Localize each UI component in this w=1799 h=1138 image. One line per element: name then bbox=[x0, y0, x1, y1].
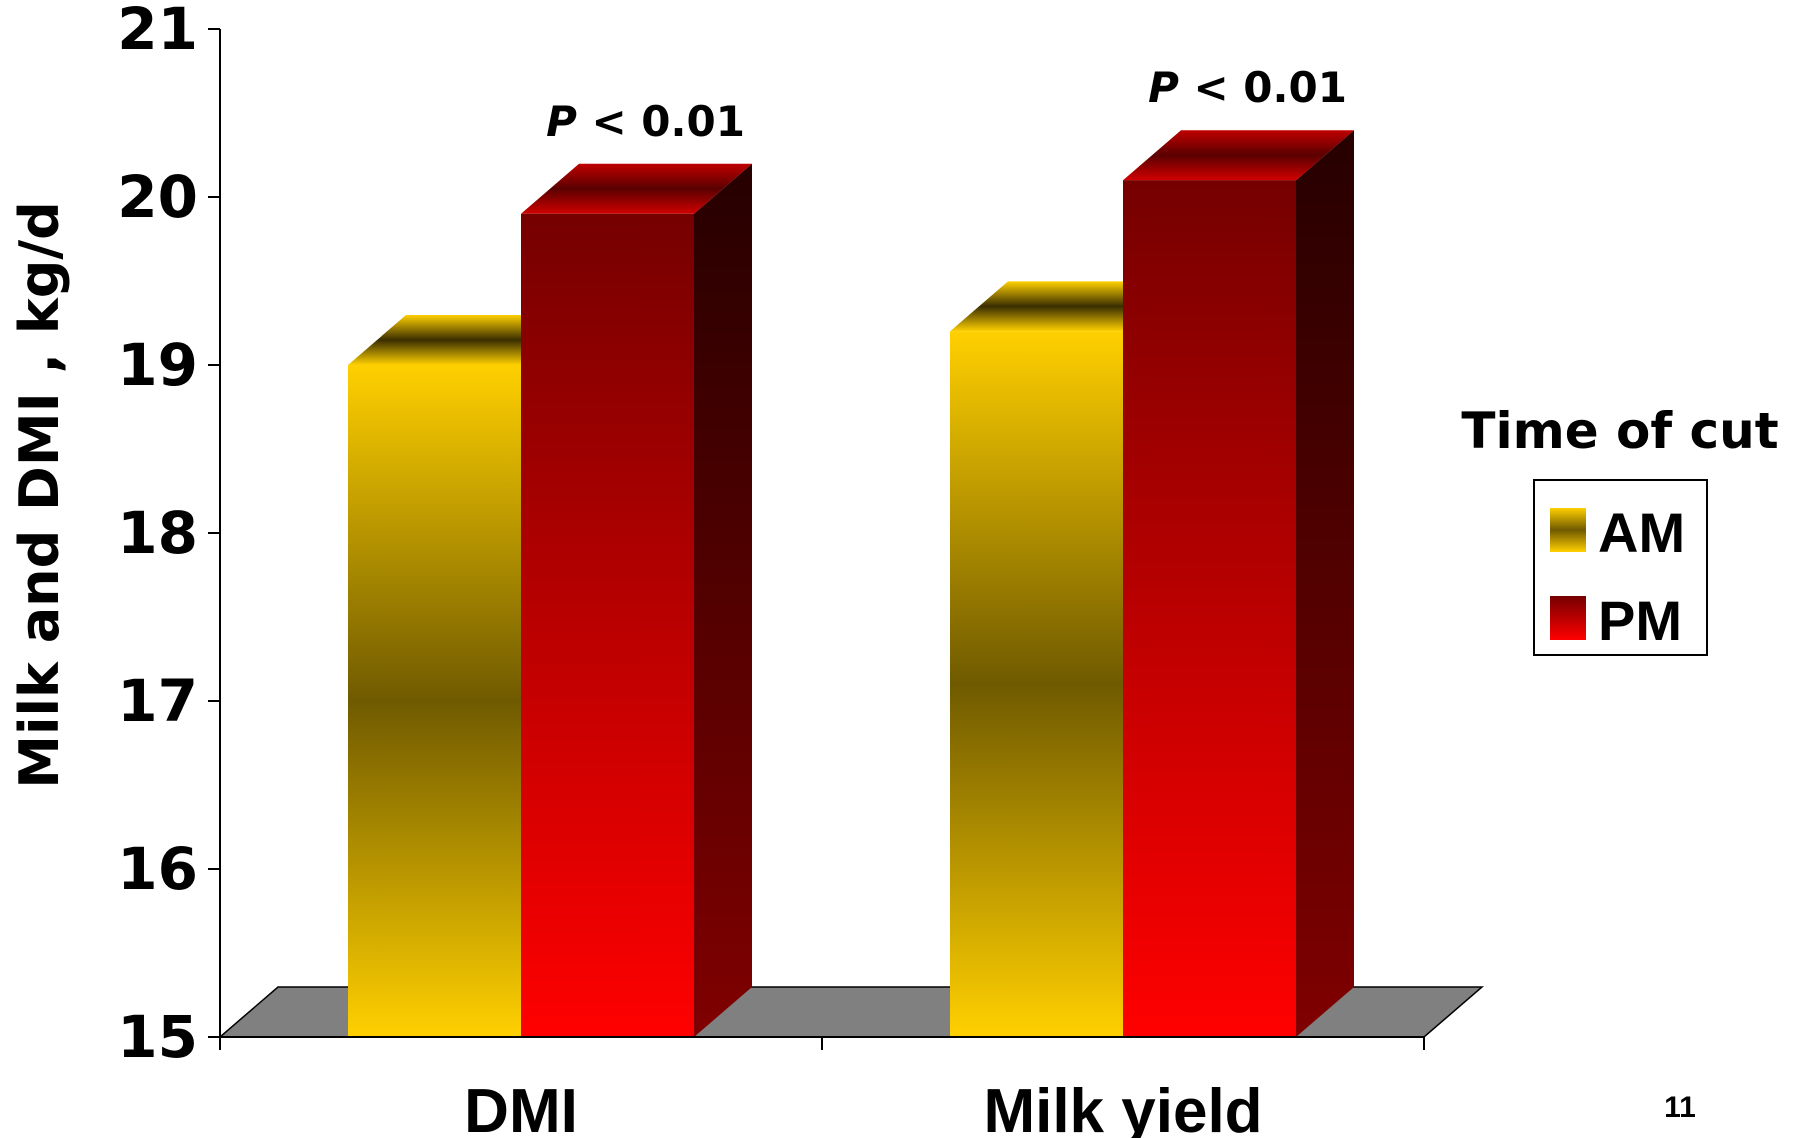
bar-dmi-pm bbox=[521, 163, 752, 1038]
bar-milk-yield-am-front bbox=[950, 331, 1123, 1037]
bar-dmi-am-front bbox=[348, 365, 521, 1037]
legend-swatch-am bbox=[1550, 508, 1586, 552]
y-tick-label: 16 bbox=[117, 835, 198, 903]
bar-milk-yield-pm-front bbox=[1123, 180, 1296, 1037]
bar-milk-yield-pm-top bbox=[1123, 130, 1354, 181]
y-axis-title: Milk and DMI , kg/d bbox=[8, 201, 71, 789]
annotations-group: P < 0.01 P < 0.01 bbox=[546, 63, 1347, 146]
legend-swatch-pm bbox=[1550, 596, 1586, 640]
legend-title: Time of cut bbox=[1461, 402, 1778, 460]
y-tick-label: 21 bbox=[117, 0, 198, 63]
p-value-annotation-milk-yield: P < 0.01 bbox=[1148, 63, 1347, 112]
y-tick-label: 18 bbox=[117, 499, 198, 567]
bar-dmi-pm-top bbox=[521, 163, 752, 214]
legend-label-am: AM bbox=[1598, 501, 1685, 564]
slide-number: 11 bbox=[1664, 1091, 1696, 1124]
bar-dmi-pm-side bbox=[694, 163, 752, 1038]
p-symbol: P bbox=[1148, 63, 1179, 112]
y-tick-label: 17 bbox=[117, 667, 198, 735]
bar-milk-yield-pm-side bbox=[1296, 130, 1354, 1037]
y-tick-label: 19 bbox=[117, 331, 198, 399]
p-symbol: P bbox=[546, 97, 577, 146]
y-tick-label: 20 bbox=[117, 163, 198, 231]
p-value-annotation-dmi: P < 0.01 bbox=[546, 97, 745, 146]
p-value-text: < 0.01 bbox=[1179, 63, 1347, 112]
bar-milk-yield-pm bbox=[1123, 130, 1354, 1037]
y-tick-label: 15 bbox=[117, 1003, 198, 1071]
bar-dmi-pm-front bbox=[521, 213, 694, 1038]
x-category-label: Milk yield bbox=[983, 1077, 1262, 1138]
bars-group bbox=[348, 130, 1354, 1038]
legend-label-pm: PM bbox=[1598, 589, 1682, 652]
p-value-text: < 0.01 bbox=[577, 97, 745, 146]
legend: Time of cut AM PM bbox=[1461, 402, 1779, 656]
axes-group: 15 16 17 18 19 20 21 DMI Milk yield bbox=[117, 0, 1425, 1138]
x-category-label: DMI bbox=[464, 1077, 578, 1138]
